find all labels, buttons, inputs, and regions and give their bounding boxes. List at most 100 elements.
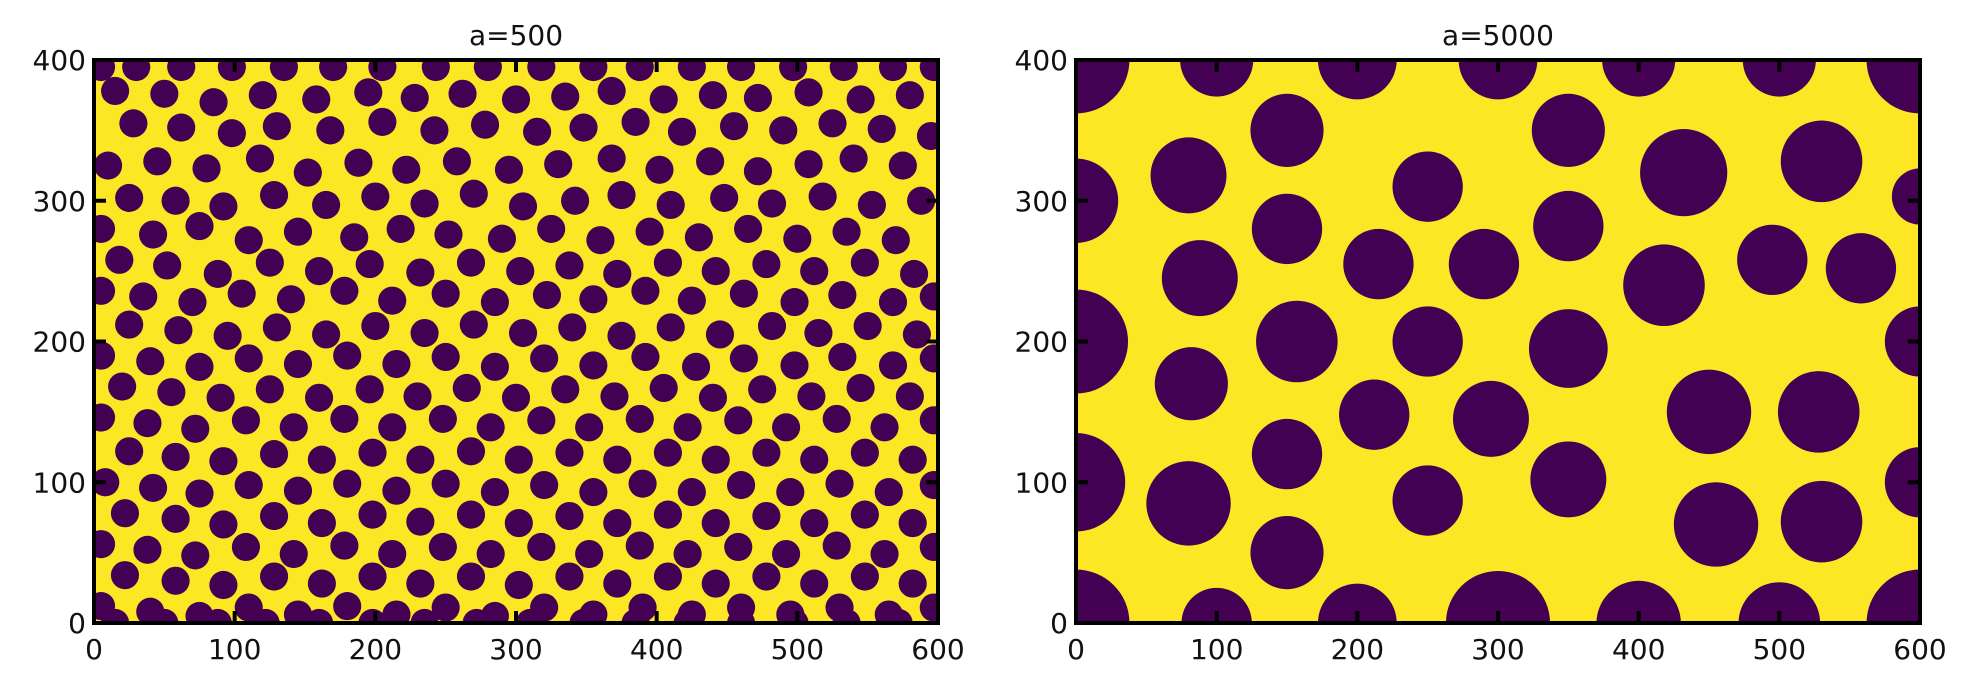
disc [555, 251, 584, 280]
disc [192, 154, 221, 183]
disc [358, 500, 387, 529]
disc [94, 276, 116, 305]
disc [403, 382, 432, 411]
disc [279, 539, 308, 569]
disc [800, 569, 829, 598]
disc [410, 318, 439, 348]
panel-a5000: a=5000 0 100 200 300 400 500 600 0 100 200 300 400 [1015, 19, 1947, 666]
disc [1076, 158, 1119, 243]
disc [203, 608, 232, 623]
disc [569, 608, 598, 623]
disc [621, 107, 650, 136]
disc [344, 148, 373, 177]
disc [705, 320, 735, 349]
disc [1737, 224, 1808, 296]
disc [895, 81, 924, 110]
disc [259, 440, 289, 469]
disc [631, 342, 660, 372]
disc [551, 82, 580, 111]
disc [94, 151, 123, 180]
disc [527, 60, 556, 82]
disc [248, 81, 277, 110]
disc [487, 224, 516, 253]
disc [555, 501, 584, 531]
disc [684, 223, 713, 252]
disc [850, 438, 879, 467]
disc [101, 76, 130, 106]
disc [1448, 228, 1520, 300]
disc [217, 60, 246, 82]
disc [779, 60, 808, 82]
disc [907, 186, 936, 215]
disc [330, 531, 359, 560]
disc [673, 608, 702, 623]
disc [185, 212, 214, 241]
disc [421, 60, 450, 82]
disc [431, 279, 460, 308]
panel-title: a=5000 [1442, 19, 1554, 52]
disc [1777, 371, 1860, 453]
disc [358, 608, 387, 623]
disc [508, 318, 538, 348]
x-tick-label: 600 [911, 633, 964, 666]
disc [870, 539, 899, 569]
disc [822, 404, 851, 433]
disc [1150, 137, 1227, 214]
disc [361, 311, 390, 341]
disc [115, 310, 144, 339]
disc [752, 250, 781, 279]
disc [452, 373, 481, 403]
x-tick-label: 400 [630, 633, 683, 666]
disc [203, 259, 232, 289]
disc [603, 259, 632, 289]
disc [625, 60, 654, 82]
disc [269, 60, 298, 82]
disc [800, 445, 829, 474]
disc [1530, 441, 1607, 518]
disc [772, 539, 801, 569]
disc [355, 250, 384, 279]
y-tick-label: 0 [68, 607, 86, 640]
disc [167, 60, 196, 82]
disc [508, 192, 538, 221]
disc [555, 438, 584, 467]
disc [757, 189, 787, 218]
disc [780, 288, 809, 317]
disc [94, 468, 120, 497]
disc [727, 60, 756, 82]
disc [307, 509, 336, 538]
disc [1317, 60, 1397, 100]
disc [645, 155, 674, 184]
disc [178, 288, 207, 317]
disc [133, 535, 162, 564]
x-tick-label: 500 [771, 633, 824, 666]
disc [209, 510, 238, 539]
disc [251, 608, 280, 623]
disc [1891, 168, 1920, 225]
disc [456, 437, 486, 466]
disc [870, 413, 899, 442]
disc [635, 217, 664, 246]
disc [480, 478, 509, 507]
disc [586, 226, 615, 255]
disc [804, 318, 833, 348]
tick-layer: 0 100 200 300 400 500 600 0 100 200 300 400 [33, 44, 965, 666]
disc [150, 79, 179, 108]
disc [115, 437, 144, 466]
disc [874, 478, 903, 507]
disc [850, 562, 879, 591]
disc [185, 352, 214, 381]
disc [850, 500, 879, 529]
disc [262, 313, 291, 342]
disc [1181, 587, 1252, 623]
disc [1780, 480, 1863, 563]
disc [825, 469, 854, 498]
disc [1825, 233, 1897, 304]
disc [262, 112, 291, 141]
disc [839, 144, 868, 173]
disc [794, 78, 823, 107]
disc [878, 60, 908, 82]
disc [544, 150, 573, 179]
disc [698, 81, 728, 110]
disc [354, 78, 383, 107]
